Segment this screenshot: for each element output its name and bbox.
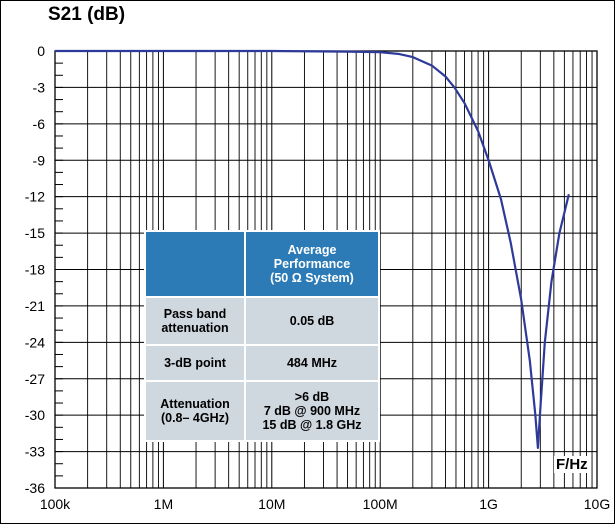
y-tick-label: -6 xyxy=(33,116,46,132)
table-row: Attenuation (0.8– 4GHz) >6 dB 7 dB @ 900… xyxy=(146,382,378,440)
x-tick-label: 10G xyxy=(584,496,610,512)
row-label: Attenuation (0.8– 4GHz) xyxy=(146,382,244,440)
y-tick-label: -15 xyxy=(25,225,45,241)
row-value-line: >6 dB xyxy=(294,390,330,404)
row-value-line: 7 dB @ 900 MHz xyxy=(263,404,361,418)
x-tick-label: 100k xyxy=(40,496,71,512)
y-tick-label: -24 xyxy=(25,334,45,350)
row-value-line: 0.05 dB xyxy=(289,314,335,328)
x-tick-label: 10M xyxy=(258,496,285,512)
row-value: 484 MHz xyxy=(246,346,378,380)
row-value: 0.05 dB xyxy=(246,298,378,344)
y-tick-label: -30 xyxy=(25,407,45,423)
row-value: >6 dB 7 dB @ 900 MHz 15 dB @ 1.8 GHz xyxy=(246,382,378,440)
x-tick-label: 1G xyxy=(479,496,498,512)
row-label: 3-dB point xyxy=(146,346,244,380)
table-header-line: Performance xyxy=(273,257,351,271)
table-header-blank xyxy=(146,232,244,296)
y-tick-label: -27 xyxy=(25,371,45,387)
y-tick-label: -9 xyxy=(33,152,46,168)
x-tick-label: 1M xyxy=(154,496,173,512)
y-tick-label: -12 xyxy=(25,189,45,205)
row-label-line: Pass band xyxy=(163,307,227,321)
y-tick-label: -3 xyxy=(33,79,46,95)
y-tick-label: -36 xyxy=(25,480,45,496)
row-value-line: 484 MHz xyxy=(286,356,338,370)
x-axis-title: F/Hz xyxy=(554,456,590,473)
table-row: 3-dB point 484 MHz xyxy=(146,346,378,380)
y-tick-label: 0 xyxy=(37,43,45,59)
table-header-line: Average xyxy=(287,243,337,257)
y-tick-label: -18 xyxy=(25,262,45,278)
table-row: Pass band attenuation 0.05 dB xyxy=(146,298,378,344)
x-tick-label: 100M xyxy=(363,496,398,512)
table-header: Average Performance (50 Ω System) xyxy=(246,232,378,296)
row-label-line: Attenuation xyxy=(160,397,230,411)
series-line xyxy=(55,49,570,450)
row-value-line: 15 dB @ 1.8 GHz xyxy=(262,418,362,432)
y-tick-label: -21 xyxy=(25,298,45,314)
row-label-line: (0.8– 4GHz) xyxy=(160,411,230,425)
performance-table: Average Performance (50 Ω System) Pass b… xyxy=(144,230,380,442)
row-label-line: 3-dB point xyxy=(164,356,226,370)
y-axis-title: S21 (dB) xyxy=(48,4,126,25)
row-label-line: attenuation xyxy=(161,321,229,335)
y-tick-label: -33 xyxy=(25,444,45,460)
row-label: Pass band attenuation xyxy=(146,298,244,344)
table-header-line: (50 Ω System) xyxy=(270,271,354,285)
